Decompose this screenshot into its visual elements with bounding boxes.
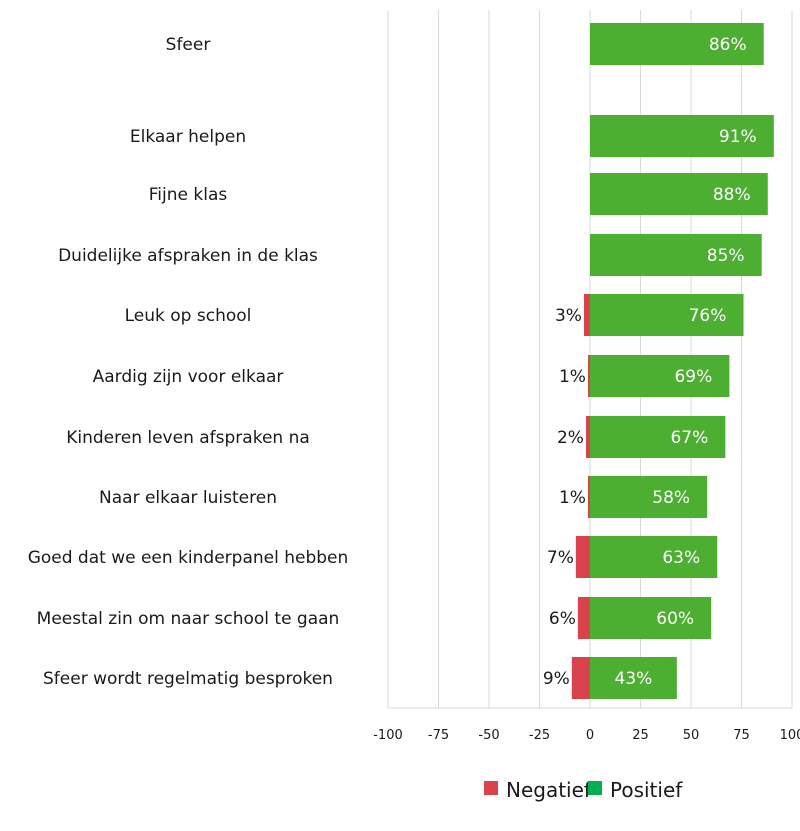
category-label: Naar elkaar luisteren — [99, 488, 277, 508]
bar-negatief — [587, 355, 590, 397]
bar-negatief — [575, 536, 590, 578]
legend: Negatief Positief — [484, 778, 683, 802]
x-tick-label: 75 — [733, 728, 750, 743]
x-tick-label: -75 — [428, 728, 449, 743]
category-labels: Sfeer Elkaar helpen Fijne klas Duidelijke a… — [28, 35, 349, 689]
bar-positief — [590, 234, 762, 276]
data-label-negatief: 6% — [549, 609, 576, 629]
bar-positief — [590, 23, 764, 65]
data-label-negatief: 7% — [547, 548, 574, 568]
data-label-positief: 69% — [674, 367, 712, 387]
bar-positief — [590, 536, 718, 578]
data-label-positief: 60% — [656, 609, 694, 629]
bars: 86% 91% 88% 85% 3% 76% 1% 69% 2% 67% 1% 58% 7% 63% 6% 6… — [543, 23, 774, 699]
bar-positief — [590, 476, 708, 518]
category-label: Kinderen leven afspraken na — [66, 428, 310, 448]
bar-positief — [590, 173, 768, 215]
bar-negatief — [577, 597, 590, 639]
data-label-positief: 63% — [662, 548, 700, 568]
data-label-negatief: 1% — [559, 367, 586, 387]
category-label: Sfeer wordt regelmatig besproken — [43, 669, 333, 689]
bar-positief — [590, 294, 744, 336]
x-tick-label: -25 — [529, 728, 550, 743]
x-axis: -100 -75 -50 -25 0 25 50 75 100 — [373, 728, 800, 743]
bar-negatief — [583, 294, 590, 336]
x-tick-label: -50 — [478, 728, 499, 743]
legend-label: Positief — [610, 778, 683, 802]
data-label-positief: 58% — [652, 488, 690, 508]
data-label-positief: 88% — [713, 185, 751, 205]
bar-positief — [590, 355, 730, 397]
data-label-negatief: 9% — [543, 669, 570, 689]
category-label: Sfeer — [166, 35, 211, 55]
bar-positief — [590, 597, 712, 639]
category-label: Meestal zin om naar school te gaan — [37, 609, 340, 629]
bar-negatief — [587, 476, 590, 518]
bar-positief — [590, 657, 677, 699]
category-label: Aardig zijn voor elkaar — [93, 367, 284, 387]
x-tick-label: -100 — [373, 728, 403, 743]
data-label-negatief: 1% — [559, 488, 586, 508]
legend-swatch — [588, 781, 602, 795]
x-tick-label: 0 — [586, 728, 594, 743]
data-label-negatief: 2% — [557, 428, 584, 448]
category-label: Duidelijke afspraken in de klas — [58, 246, 318, 266]
legend-swatch — [484, 781, 498, 795]
category-label: Elkaar helpen — [130, 127, 246, 147]
data-label-positief: 85% — [707, 246, 745, 266]
data-label-positief: 86% — [709, 35, 747, 55]
bar-negatief — [585, 416, 590, 458]
legend-label: Negatief — [506, 778, 592, 802]
data-label-positief: 91% — [719, 127, 757, 147]
data-label-negatief: 3% — [555, 306, 582, 326]
category-label: Leuk op school — [125, 306, 252, 326]
bar-positief — [590, 416, 726, 458]
data-label-positief: 67% — [670, 428, 708, 448]
data-label-positief: 76% — [689, 306, 727, 326]
x-tick-label: 100 — [780, 728, 800, 743]
x-tick-label: 25 — [632, 728, 649, 743]
bar-negatief — [571, 657, 590, 699]
category-label: Goed dat we een kinderpanel hebben — [28, 548, 349, 568]
x-tick-label: 50 — [683, 728, 700, 743]
bar-positief — [590, 115, 774, 157]
data-label-positief: 43% — [615, 669, 653, 689]
category-label: Fijne klas — [149, 185, 228, 205]
